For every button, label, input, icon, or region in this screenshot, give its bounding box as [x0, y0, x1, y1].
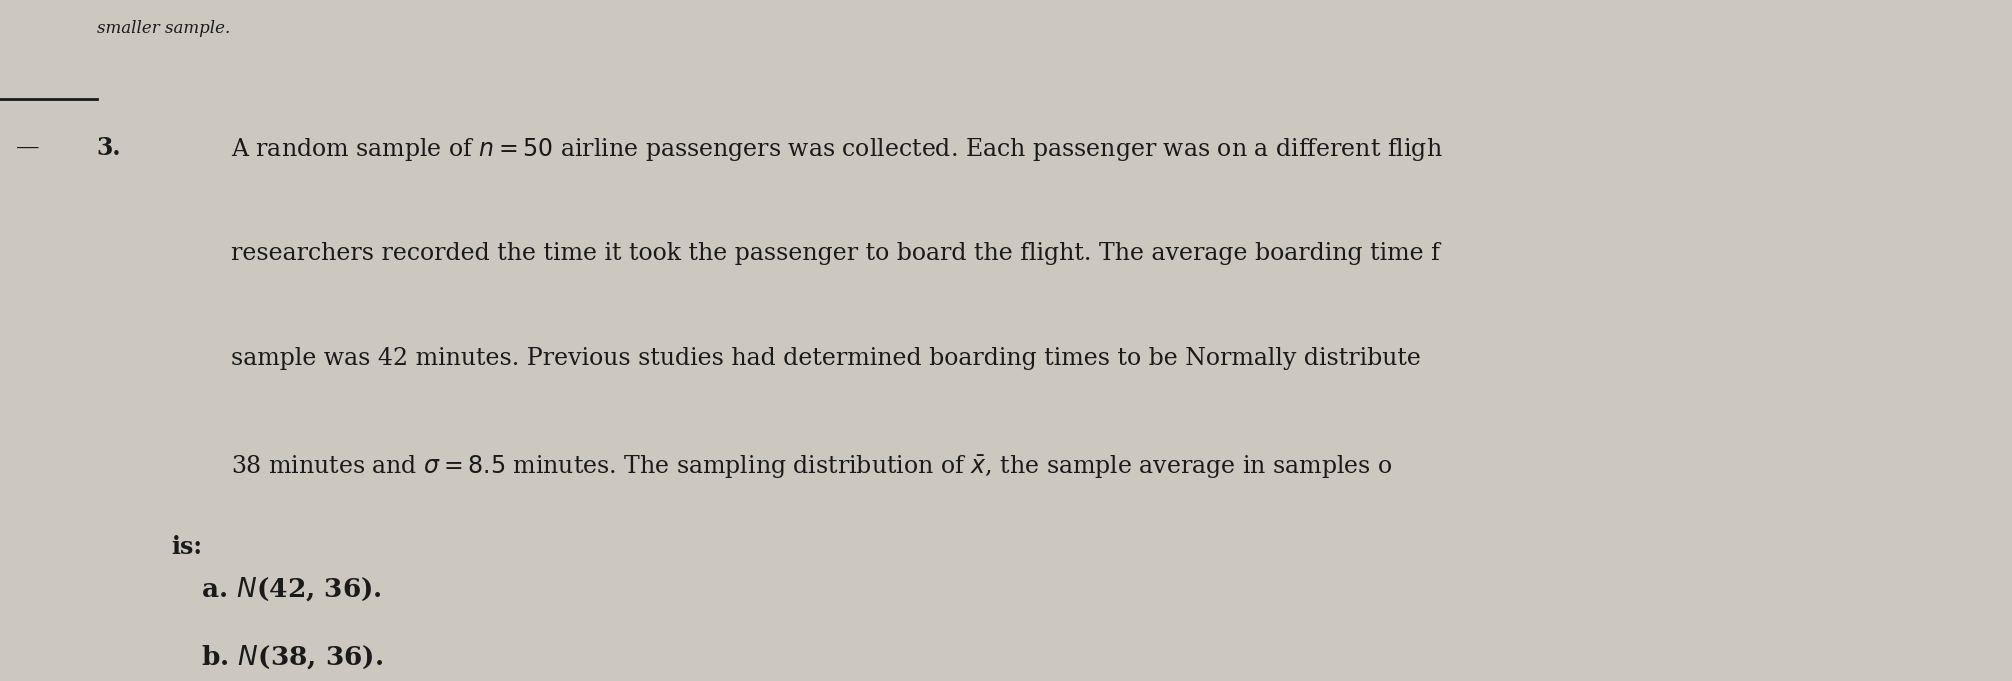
Text: sample was 42 minutes. Previous studies had determined boarding times to be Norm: sample was 42 minutes. Previous studies …: [231, 347, 1420, 370]
Text: —: —: [16, 136, 40, 159]
Text: 38 minutes and $\sigma = 8.5$ minutes. The sampling distribution of $\bar{x}$, t: 38 minutes and $\sigma = 8.5$ minutes. T…: [231, 453, 1392, 481]
Text: smaller sample.: smaller sample.: [97, 20, 229, 37]
Text: A random sample of $n = 50$ airline passengers was collected. Each passenger was: A random sample of $n = 50$ airline pass…: [231, 136, 1443, 163]
Text: a. $\mathit{N}$(42, 36).: a. $\mathit{N}$(42, 36).: [201, 575, 382, 603]
Text: researchers recorded the time it took the passenger to board the flight. The ave: researchers recorded the time it took th…: [231, 242, 1441, 265]
Text: b. $\mathit{N}$(38, 36).: b. $\mathit{N}$(38, 36).: [201, 644, 384, 671]
Text: 3.: 3.: [97, 136, 121, 160]
Text: is:: is:: [171, 535, 201, 558]
